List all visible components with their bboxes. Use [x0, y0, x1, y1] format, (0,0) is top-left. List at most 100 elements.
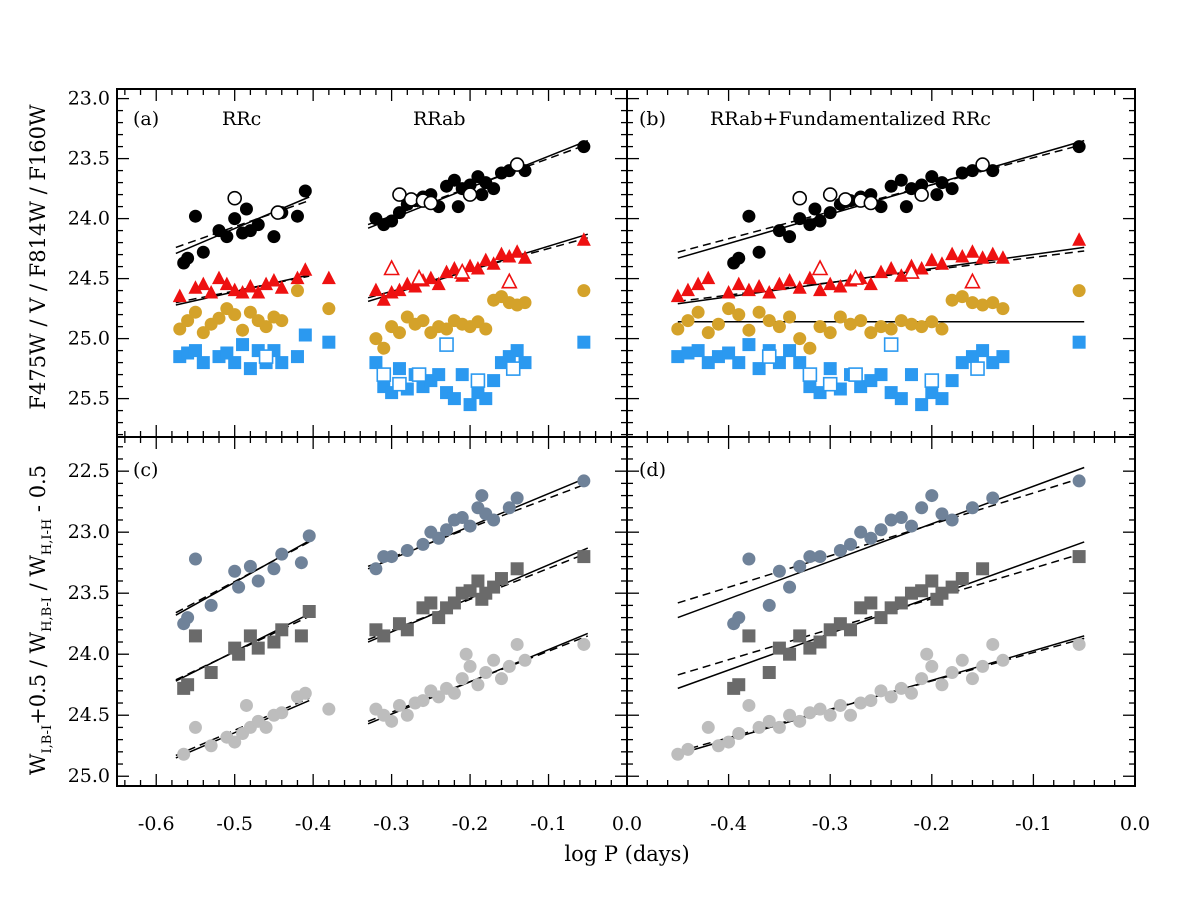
gold-circle-point — [894, 314, 908, 328]
x-tick-label: 0.0 — [1120, 813, 1150, 835]
black-circle-point — [267, 230, 281, 244]
slate-circle-point — [302, 529, 316, 543]
red-triangle-point — [478, 252, 493, 267]
black-circle-point — [823, 206, 837, 220]
red-triangle-point — [408, 279, 423, 293]
blue-square-open-point — [392, 376, 407, 392]
gold-circle-point — [722, 302, 736, 316]
black-circle-point — [290, 209, 304, 223]
slate-circle-point — [577, 474, 591, 488]
light_gray-circle-point — [945, 666, 959, 680]
light_gray-circle-point — [752, 720, 766, 734]
red-triangle-point — [924, 252, 939, 267]
slate-circle-point — [181, 611, 195, 625]
dark_gray-square-point — [577, 550, 591, 564]
blue-square-point — [915, 398, 929, 412]
light_gray-circle-point — [494, 672, 508, 686]
y-axis-title-top: F475W / V / F814W / F160W — [26, 104, 50, 410]
panel-a-annotation-rrc: RRc — [222, 108, 261, 130]
dark_gray-square-point — [874, 611, 888, 625]
red-triangle-point — [762, 285, 777, 299]
gold-circle-point — [904, 317, 918, 331]
light_gray-circle-point — [385, 714, 399, 728]
red-triangle-point — [392, 282, 407, 297]
blue-square-point — [925, 386, 939, 400]
y-tick-label: 23.0 — [68, 88, 110, 110]
gold-circle-point — [691, 305, 705, 319]
black-circle-point — [196, 245, 210, 259]
x-tick-label: 0.0 — [612, 813, 642, 835]
black-circle-point — [803, 218, 817, 232]
dark_gray-square-point — [447, 596, 461, 610]
gold-circle-point — [1072, 284, 1086, 298]
black-circle-point — [475, 188, 489, 202]
light_gray-circle-point — [447, 686, 461, 700]
slate-circle-point — [813, 550, 827, 564]
red-triangle-open-point — [410, 268, 428, 285]
red-triangle-point — [470, 261, 485, 275]
blue-square-point — [722, 346, 736, 360]
dark_gray-square-point — [377, 629, 391, 643]
black-circle-point — [220, 230, 234, 244]
panel-d-label: (d) — [639, 459, 666, 481]
red-triangle-point — [494, 246, 509, 261]
light_gray-circle-point — [976, 659, 990, 673]
gold-circle-point — [671, 322, 685, 336]
black-circle-point — [793, 212, 807, 226]
x-tick-label: -0.2 — [913, 813, 950, 835]
y-title-part-minus: - 0.5 — [26, 465, 50, 519]
light_gray-circle-point — [177, 747, 191, 761]
red-triangle-open-point — [811, 259, 829, 276]
dark_gray-square-point — [732, 678, 746, 692]
slate-circle-point — [455, 511, 469, 525]
light_gray-circle-point — [479, 666, 493, 680]
dark_gray-square-point — [884, 601, 898, 615]
black-circle-point — [181, 251, 195, 265]
red-triangle-point — [691, 276, 706, 291]
slate-circle-point — [463, 519, 477, 533]
red-triangle-point — [934, 256, 949, 270]
slate-circle-point — [762, 598, 776, 612]
red-triangle-point — [874, 264, 888, 279]
dark_gray-square-point — [935, 586, 949, 600]
black-circle-point — [935, 176, 949, 190]
red-triangle-point — [266, 273, 281, 287]
red-triangle-point — [274, 280, 289, 294]
light_gray-circle-point — [463, 659, 477, 673]
light_gray-circle-point — [322, 702, 336, 716]
blue-square-point — [290, 350, 304, 364]
y-tick-label: 24.5 — [68, 268, 110, 290]
y-tick-label: 23.5 — [68, 582, 110, 604]
blue-square-open-point — [802, 367, 818, 382]
gold-circle-point — [236, 323, 250, 337]
black-circle-point — [392, 206, 406, 220]
red-triangle-point — [802, 270, 817, 285]
red-triangle-point — [975, 250, 990, 264]
blue-square-point — [752, 362, 766, 376]
light_gray-circle-point — [986, 637, 1000, 651]
light_gray-circle-point — [204, 739, 218, 753]
dark_gray-square-point — [955, 572, 969, 586]
gold-circle-point — [783, 310, 797, 324]
y-title-sub-hbi: H,B-I — [40, 597, 55, 632]
gold-circle-point — [864, 326, 878, 340]
y-tick-label: 25.0 — [68, 765, 110, 787]
gold-circle-point — [935, 322, 949, 336]
dark_gray-square-point — [833, 617, 847, 631]
black-circle-point — [385, 214, 399, 228]
gold-circle-point — [833, 310, 847, 324]
black-circle-point — [742, 209, 756, 223]
red-triangle-point — [463, 258, 478, 273]
gold-circle-point — [711, 317, 725, 331]
black-circle-point — [447, 173, 461, 187]
slate-circle-point — [369, 562, 383, 576]
red-triangle-point — [212, 270, 226, 285]
light_gray-circle-point — [874, 684, 888, 698]
light_gray-circle-point — [711, 739, 725, 753]
slate-circle-point — [925, 489, 939, 503]
x-tick-label: -0.5 — [216, 813, 253, 835]
light_gray-circle-point — [854, 696, 868, 710]
blue-square-point — [732, 356, 746, 370]
dark_gray-square-point — [463, 584, 477, 598]
fit-line-solid — [175, 613, 310, 682]
